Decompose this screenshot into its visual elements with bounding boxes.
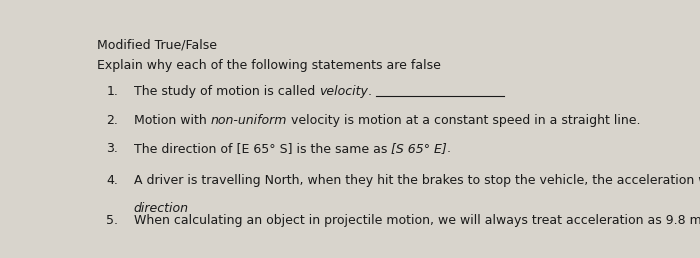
Text: direction: direction: [134, 202, 188, 215]
Text: 3.: 3.: [106, 142, 118, 155]
Text: Modified True/False: Modified True/False: [97, 39, 217, 52]
Text: The study of motion is called: The study of motion is called: [134, 85, 319, 98]
Text: Motion with: Motion with: [134, 114, 211, 127]
Text: 1.: 1.: [106, 85, 118, 98]
Text: velocity is motion at a constant speed in a straight line.: velocity is motion at a constant speed i…: [287, 114, 640, 127]
Text: When calculating an object in projectile motion, we will always treat accelerati: When calculating an object in projectile…: [134, 214, 700, 227]
Text: 4.: 4.: [106, 174, 118, 187]
Text: velocity: velocity: [319, 85, 368, 98]
Text: The direction of [E 65° S] is the same as: The direction of [E 65° S] is the same a…: [134, 142, 391, 155]
Text: .: .: [447, 142, 451, 155]
Text: 2.: 2.: [106, 114, 118, 127]
Text: .: .: [368, 85, 372, 98]
Text: A driver is travelling North, when they hit the brakes to stop the vehicle, the : A driver is travelling North, when they …: [134, 174, 700, 187]
Text: non-uniform: non-uniform: [211, 114, 287, 127]
Text: 5.: 5.: [106, 214, 118, 227]
Text: [S 65° E]: [S 65° E]: [391, 142, 447, 155]
Text: Explain why each of the following statements are false: Explain why each of the following statem…: [97, 59, 441, 72]
